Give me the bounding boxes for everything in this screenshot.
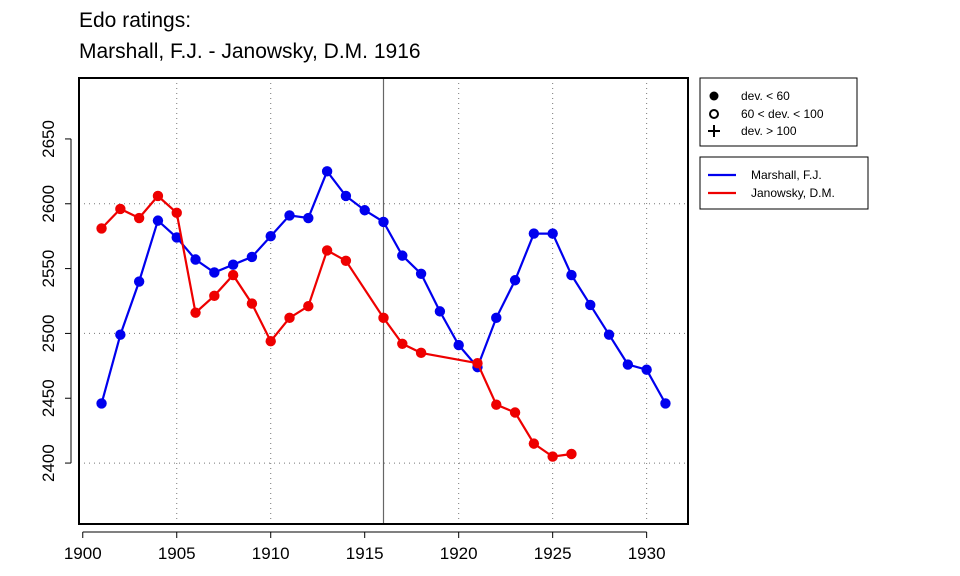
data-point bbox=[622, 359, 634, 370]
data-point bbox=[509, 275, 521, 286]
data-point bbox=[509, 407, 521, 418]
x-tick-label: 1900 bbox=[64, 544, 102, 563]
data-point bbox=[321, 245, 333, 256]
data-point bbox=[171, 232, 182, 243]
data-point bbox=[115, 203, 126, 215]
data-point bbox=[190, 307, 201, 318]
data-point bbox=[340, 255, 352, 267]
data-point bbox=[284, 312, 295, 324]
deviation-legend: dev. < 60 60 < dev. < 100 dev. > 100 bbox=[699, 77, 858, 147]
data-point bbox=[133, 212, 145, 224]
series-line bbox=[100, 194, 572, 458]
data-point bbox=[265, 335, 276, 347]
filled-circle-icon bbox=[709, 91, 719, 101]
data-point bbox=[171, 207, 182, 219]
y-axis: 2400 2450 2500 2550 2600 2650 bbox=[39, 120, 72, 482]
data-point bbox=[96, 223, 107, 234]
data-point bbox=[152, 190, 164, 202]
data-point bbox=[378, 216, 389, 228]
x-tick-label: 1920 bbox=[440, 544, 478, 563]
data-point bbox=[378, 312, 389, 324]
plus-icon bbox=[708, 125, 720, 137]
y-tick-label: 2500 bbox=[39, 314, 58, 352]
x-axis: 1900 1905 1910 1915 1920 1925 1930 bbox=[64, 531, 666, 563]
data-point bbox=[321, 166, 333, 177]
y-tick-label: 2400 bbox=[39, 444, 58, 482]
y-tick-label: 2450 bbox=[39, 379, 58, 417]
data-point bbox=[547, 451, 558, 462]
y-tick-label: 2600 bbox=[39, 185, 58, 223]
y-tick-label: 2550 bbox=[39, 250, 58, 288]
series-legend: Marshall, F.J. Janowsky, D.M. bbox=[699, 156, 869, 210]
data-point bbox=[227, 269, 239, 281]
data-point bbox=[415, 268, 427, 279]
legend-box bbox=[699, 77, 858, 147]
y-tick-label: 2650 bbox=[39, 120, 58, 158]
legend-label: dev. > 100 bbox=[741, 124, 797, 138]
data-point bbox=[397, 338, 408, 349]
data-point bbox=[303, 212, 314, 224]
data-point bbox=[566, 448, 577, 460]
data-point bbox=[227, 259, 239, 270]
data-point bbox=[246, 251, 258, 263]
x-tick-label: 1910 bbox=[252, 544, 290, 563]
data-point bbox=[415, 347, 427, 359]
data-point bbox=[209, 290, 220, 302]
data-point bbox=[472, 358, 483, 369]
chart-title: Edo ratings: bbox=[79, 9, 192, 32]
data-point bbox=[133, 276, 145, 287]
plot-area bbox=[78, 77, 689, 525]
data-point bbox=[491, 399, 502, 410]
data-point bbox=[547, 228, 558, 239]
data-point bbox=[246, 298, 258, 309]
legend-label: Janowsky, D.M. bbox=[751, 186, 835, 200]
data-point bbox=[209, 267, 220, 278]
data-point bbox=[190, 254, 201, 265]
data-point bbox=[603, 329, 615, 340]
data-point bbox=[660, 398, 671, 409]
data-point bbox=[434, 306, 446, 317]
data-point bbox=[96, 398, 107, 409]
open-circle-icon bbox=[709, 109, 719, 119]
chart-subtitle: Marshall, F.J. - Janowsky, D.M. 1916 bbox=[79, 40, 421, 63]
data-point bbox=[528, 228, 540, 239]
x-tick-label: 1915 bbox=[346, 544, 384, 563]
x-tick-label: 1925 bbox=[534, 544, 572, 563]
legend-label: 60 < dev. < 100 bbox=[741, 107, 824, 121]
data-point bbox=[528, 438, 540, 449]
data-point bbox=[585, 299, 596, 311]
x-tick-label: 1930 bbox=[628, 544, 666, 563]
data-point bbox=[115, 329, 126, 340]
legend-box bbox=[699, 156, 869, 210]
legend-label: Marshall, F.J. bbox=[751, 168, 822, 182]
data-point bbox=[265, 230, 276, 242]
data-point bbox=[303, 300, 314, 312]
data-point bbox=[397, 250, 408, 261]
data-point bbox=[284, 210, 295, 221]
legend-label: dev. < 60 bbox=[741, 89, 790, 103]
data-point bbox=[566, 269, 577, 281]
data-point bbox=[453, 339, 464, 351]
data-point bbox=[152, 215, 164, 226]
x-tick-label: 1905 bbox=[158, 544, 196, 563]
plot-frame bbox=[78, 77, 689, 525]
data-point bbox=[359, 205, 370, 216]
data-point bbox=[340, 190, 352, 202]
data-point bbox=[491, 312, 502, 324]
data-point bbox=[641, 364, 652, 375]
